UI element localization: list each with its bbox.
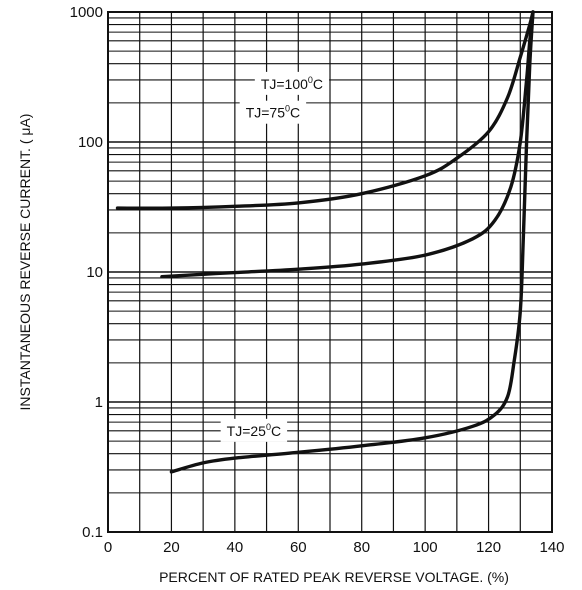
plot-frame xyxy=(107,11,553,533)
series-line-1 xyxy=(160,10,535,279)
y-tick-label: 1 xyxy=(95,394,103,411)
grid xyxy=(108,12,552,532)
series-line-2 xyxy=(169,10,535,474)
y-tick-label: 10 xyxy=(86,264,103,281)
series-label-0: TJ=1000C xyxy=(261,75,323,92)
curves xyxy=(115,10,535,474)
series-label-background xyxy=(254,71,330,95)
x-tick-label: 80 xyxy=(353,539,370,556)
y-tick-label: 1000 xyxy=(70,4,103,21)
series-label-1: TJ=750C xyxy=(246,104,300,121)
y-axis-label: INSTANTANEOUS REVERSE CURRENT. ( μA) xyxy=(17,114,33,411)
tick-labels: 0 20 40 60 80 100 120 140 0.1 1 10 100 1000 xyxy=(70,4,565,556)
x-tick-label: 120 xyxy=(476,539,501,556)
x-axis-label: PERCENT OF RATED PEAK REVERSE VOLTAGE. (… xyxy=(159,569,509,585)
series-line-0 xyxy=(115,10,535,210)
y-tick-label: 0.1 xyxy=(82,524,103,541)
x-tick-label: 40 xyxy=(227,539,244,556)
x-tick-label: 20 xyxy=(163,539,180,556)
x-tick-label: 100 xyxy=(413,539,438,556)
series-label-2: TJ=250C xyxy=(227,422,281,439)
curve-labels: TJ=1000C TJ=750C TJ=250C xyxy=(220,71,330,442)
series-label-background xyxy=(239,100,307,124)
x-tick-label: 140 xyxy=(539,539,564,556)
series-label-background xyxy=(220,418,288,442)
x-tick-label: 60 xyxy=(290,539,307,556)
x-tick-label: 0 xyxy=(104,539,112,556)
y-tick-label: 100 xyxy=(78,134,103,151)
